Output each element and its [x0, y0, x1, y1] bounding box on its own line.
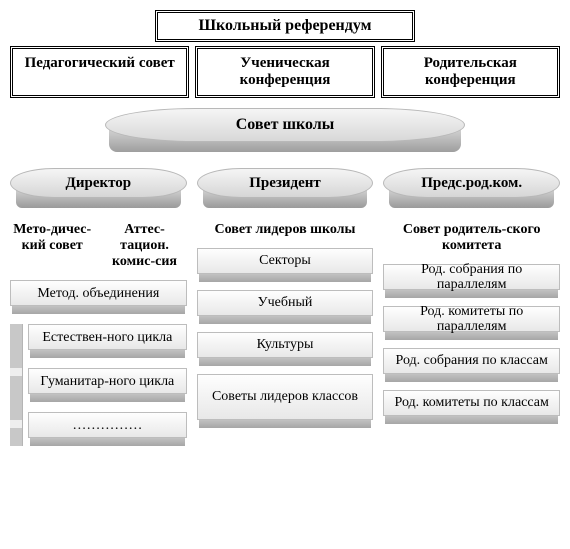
- leaders-council-label: Совет лидеров школы: [197, 222, 374, 238]
- sectors-bar: Секторы: [197, 248, 374, 282]
- method-council-label: Мето-дичес-кий совет: [10, 222, 94, 270]
- left-twin-labels: Мето-дичес-кий совет Аттес-тацион. комис…: [10, 222, 187, 270]
- class-leaders-bar: Советы лидеров классов: [197, 374, 374, 428]
- school-council-pill: Совет школы: [105, 108, 465, 152]
- councils-row: Педагогический совет Ученическая конфере…: [10, 46, 560, 98]
- committees-parallel-bar: Род. комитеты по параллелям: [383, 306, 560, 340]
- method-unions-label: Метод. объединения: [10, 280, 187, 306]
- committees-parallel-label: Род. комитеты по параллелям: [383, 306, 560, 332]
- columns: Мето-дичес-кий совет Аттес-тацион. комис…: [10, 222, 560, 456]
- president-label: Президент: [197, 168, 374, 198]
- natural-cycle-label: Естествен-ного цикла: [28, 324, 187, 350]
- attest-committee-label: Аттес-тацион. комис-сия: [102, 222, 186, 270]
- committees-class-label: Род. комитеты по классам: [383, 390, 560, 416]
- president-pill: Президент: [197, 168, 374, 208]
- title-box: Школьный референдум: [155, 10, 415, 42]
- meetings-class-bar: Род. собрания по классам: [383, 348, 560, 382]
- parent-committee-label: Совет родитель-ского комитета: [383, 222, 560, 254]
- study-label: Учебный: [197, 290, 374, 316]
- roles-row: Директор Президент Предс.род.ком.: [10, 168, 560, 208]
- left-column: Мето-дичес-кий совет Аттес-тацион. комис…: [10, 222, 187, 456]
- parent-conference: Родительская конференция: [381, 46, 560, 98]
- ellipsis-bar: ……………: [28, 412, 187, 446]
- humanitarian-cycle-label: Гуманитар-ного цикла: [28, 368, 187, 394]
- class-leaders-label: Советы лидеров классов: [197, 374, 374, 420]
- ellipsis-label: ……………: [28, 412, 187, 438]
- center-column: Совет лидеров школы Секторы Учебный Куль…: [197, 222, 374, 436]
- parent-chair-label: Предс.род.ком.: [383, 168, 560, 198]
- meetings-parallel-label: Род. собрания по параллелям: [383, 264, 560, 290]
- org-chart: Школьный референдум Педагогический совет…: [10, 10, 560, 456]
- humanitarian-cycle-bar: Гуманитар-ного цикла: [28, 368, 187, 402]
- right-column: Совет родитель-ского комитета Род. собра…: [383, 222, 560, 432]
- school-council-label: Совет школы: [105, 108, 465, 142]
- sectors-label: Секторы: [197, 248, 374, 274]
- culture-label: Культуры: [197, 332, 374, 358]
- natural-cycle-bar: Естествен-ного цикла: [28, 324, 187, 358]
- method-indent-list: Естествен-ного цикла Гуманитар-ного цикл…: [10, 324, 187, 446]
- parent-chair-pill: Предс.род.ком.: [383, 168, 560, 208]
- director-label: Директор: [10, 168, 187, 198]
- meetings-class-label: Род. собрания по классам: [383, 348, 560, 374]
- study-bar: Учебный: [197, 290, 374, 324]
- meetings-parallel-bar: Род. собрания по параллелям: [383, 264, 560, 298]
- director-pill: Директор: [10, 168, 187, 208]
- student-conference: Ученическая конференция: [195, 46, 374, 98]
- title-text: Школьный референдум: [198, 17, 371, 34]
- method-unions-bar: Метод. объединения: [10, 280, 187, 314]
- culture-bar: Культуры: [197, 332, 374, 366]
- committees-class-bar: Род. комитеты по классам: [383, 390, 560, 424]
- pedagogical-council: Педагогический совет: [10, 46, 189, 98]
